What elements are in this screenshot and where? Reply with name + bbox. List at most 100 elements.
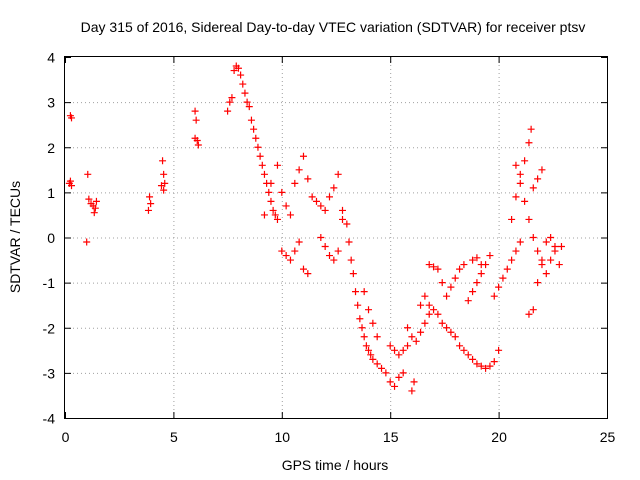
data-point <box>325 193 333 201</box>
data-point <box>224 107 232 115</box>
data-point <box>317 202 325 210</box>
data-point <box>239 80 247 88</box>
data-point <box>417 301 425 309</box>
data-point <box>473 279 481 287</box>
data-point <box>92 197 100 205</box>
data-point <box>339 215 347 223</box>
data-point <box>410 378 418 386</box>
data-point <box>469 256 477 264</box>
data-point <box>226 98 234 106</box>
data-point <box>434 265 442 273</box>
data-point <box>66 112 74 120</box>
data-point <box>295 238 303 246</box>
data-point <box>291 247 299 255</box>
data-point <box>386 342 394 350</box>
x-tick-label: 25 <box>600 429 616 445</box>
data-point <box>417 328 425 336</box>
data-point <box>473 254 481 262</box>
data-point <box>464 297 472 305</box>
x-axis-label: GPS time / hours <box>282 457 389 473</box>
data-point <box>343 220 351 228</box>
data-point <box>147 200 155 208</box>
data-point <box>490 292 498 300</box>
data-point <box>421 319 429 327</box>
data-point <box>425 310 433 318</box>
data-point <box>146 193 154 201</box>
data-point <box>252 134 260 142</box>
data-points <box>65 62 565 395</box>
data-point <box>299 265 307 273</box>
data-point <box>382 369 390 377</box>
data-point <box>534 175 542 183</box>
data-point <box>317 234 325 241</box>
x-tick-label: 15 <box>383 429 399 445</box>
data-point <box>547 234 555 241</box>
data-point <box>299 152 307 160</box>
data-point <box>160 170 168 178</box>
x-tick-label: 20 <box>491 429 507 445</box>
data-point <box>508 215 516 223</box>
data-point <box>83 238 91 246</box>
data-point <box>273 215 281 223</box>
data-point <box>477 270 485 278</box>
data-point <box>512 247 520 255</box>
data-point <box>360 288 368 296</box>
data-point <box>499 274 507 282</box>
data-point <box>408 333 416 341</box>
data-point <box>477 261 485 269</box>
data-point <box>369 319 377 327</box>
data-point <box>503 265 511 273</box>
data-point <box>391 382 399 390</box>
data-point <box>352 288 360 296</box>
data-point <box>354 301 362 309</box>
data-point <box>278 188 286 196</box>
data-point <box>557 243 565 251</box>
x-tick-label: 5 <box>170 429 178 445</box>
grid-lines <box>65 57 607 418</box>
data-point <box>516 238 524 246</box>
data-point <box>267 197 275 205</box>
data-point <box>434 310 442 318</box>
data-point <box>508 256 516 264</box>
data-point <box>194 141 202 149</box>
data-point <box>538 261 546 269</box>
y-tick-label: 0 <box>47 230 55 246</box>
data-point <box>421 292 429 300</box>
data-point <box>529 306 537 314</box>
data-point <box>486 252 494 260</box>
data-point <box>469 288 477 296</box>
data-point <box>362 342 370 350</box>
data-point <box>243 98 251 106</box>
y-tick-label: -1 <box>43 275 56 291</box>
data-point <box>542 270 550 278</box>
data-point <box>245 103 253 111</box>
data-point <box>286 256 294 264</box>
data-point <box>538 166 546 174</box>
x-tick-labels: 0 5 10 15 20 25 <box>62 429 616 445</box>
data-point <box>291 179 299 187</box>
data-point <box>425 261 433 269</box>
x-tick-label: 0 <box>62 429 70 445</box>
data-point <box>534 247 542 255</box>
data-point <box>399 346 407 354</box>
data-point <box>529 184 537 192</box>
data-point <box>258 161 266 169</box>
data-point <box>90 209 98 217</box>
data-point <box>157 182 165 190</box>
data-point <box>447 328 455 336</box>
data-point <box>482 364 490 372</box>
data-point <box>349 270 357 278</box>
y-tick-label: 1 <box>47 185 55 201</box>
data-point <box>365 306 373 314</box>
data-point <box>230 67 238 75</box>
data-point <box>469 355 477 363</box>
data-point <box>495 346 503 354</box>
data-point <box>365 346 373 354</box>
data-point <box>260 211 268 219</box>
data-point <box>191 107 199 115</box>
data-point <box>345 238 353 246</box>
data-point <box>192 116 200 124</box>
y-tick-label: 2 <box>47 140 55 156</box>
data-point <box>373 360 381 368</box>
y-tick-label: -2 <box>43 320 56 336</box>
